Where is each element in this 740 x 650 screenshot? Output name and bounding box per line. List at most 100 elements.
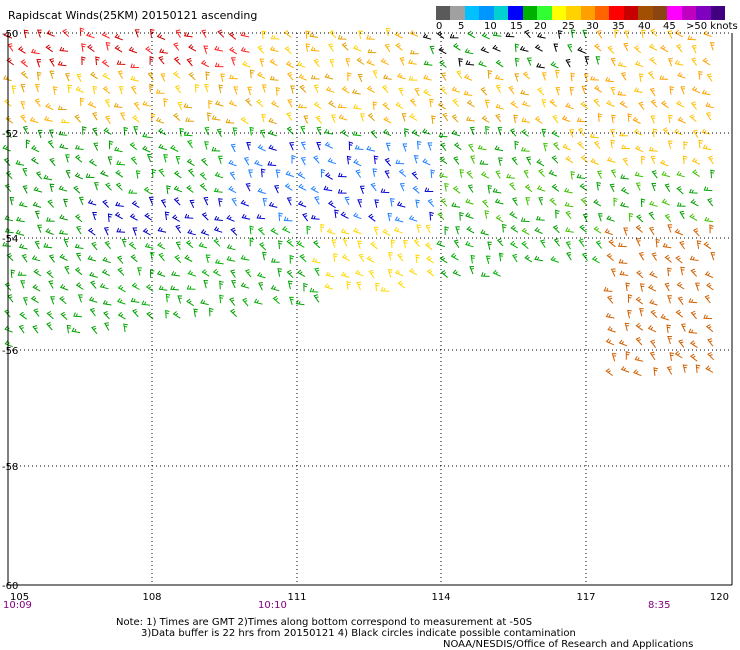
wind-barb xyxy=(383,116,392,124)
wind-barb xyxy=(341,42,349,51)
wind-barb xyxy=(116,60,126,65)
wind-barb xyxy=(636,270,644,279)
wind-barb xyxy=(171,271,180,277)
wind-barb xyxy=(467,184,474,193)
wind-barb xyxy=(128,46,138,54)
wind-barb xyxy=(268,144,277,151)
wind-barb xyxy=(274,185,279,194)
wind-barb xyxy=(65,169,71,179)
wind-barb xyxy=(485,125,490,135)
wind-barb xyxy=(680,266,685,276)
wind-barb xyxy=(149,83,154,93)
wind-barbs xyxy=(2,27,716,377)
wind-barb xyxy=(459,211,464,221)
wind-barb xyxy=(649,339,657,349)
wind-barb xyxy=(117,312,126,320)
wind-barb xyxy=(310,46,320,52)
wind-barb xyxy=(667,140,673,149)
wind-barb xyxy=(100,170,109,177)
wind-barb xyxy=(510,100,519,109)
wind-barb xyxy=(634,171,644,178)
wind-barb xyxy=(11,85,17,94)
wind-barb xyxy=(214,215,223,221)
wind-barb xyxy=(399,183,405,192)
wind-barb xyxy=(289,142,294,151)
wind-barb xyxy=(506,173,515,179)
wind-barb xyxy=(314,267,320,277)
wind-barb xyxy=(595,240,603,249)
wind-barb xyxy=(337,172,347,178)
wind-barb xyxy=(635,224,643,233)
wind-barb xyxy=(689,255,699,261)
wind-barb xyxy=(387,212,393,222)
wind-barb xyxy=(115,182,123,191)
wind-barb xyxy=(63,238,69,248)
wind-barb xyxy=(36,59,41,68)
wind-barb xyxy=(549,197,557,206)
wind-barb xyxy=(456,70,463,79)
wind-barb xyxy=(415,254,421,263)
wind-barb xyxy=(408,59,417,65)
legend-label: 20 xyxy=(534,21,547,32)
wind-barb xyxy=(498,252,504,262)
wind-barb xyxy=(32,201,42,208)
wind-barb xyxy=(352,212,362,220)
wind-barb xyxy=(677,116,686,124)
wind-barb xyxy=(710,169,715,179)
wind-barb xyxy=(3,75,12,82)
wind-barb xyxy=(354,144,364,150)
wind-barb xyxy=(702,57,711,66)
wind-barb xyxy=(359,113,365,122)
wind-barb xyxy=(31,145,40,153)
wind-barb xyxy=(177,101,183,111)
wind-barb xyxy=(402,143,408,152)
wind-barb xyxy=(347,72,352,81)
wind-barb xyxy=(661,198,670,206)
wind-barb xyxy=(691,86,701,94)
wind-barb xyxy=(261,114,266,123)
wind-barb xyxy=(549,99,557,108)
wind-barb xyxy=(297,200,307,208)
wind-barb xyxy=(74,267,83,276)
wind-barb xyxy=(620,201,629,208)
legend-swatch xyxy=(479,6,494,20)
wind-barb xyxy=(565,227,574,233)
wind-barb xyxy=(262,251,267,261)
wind-barb xyxy=(409,113,418,121)
wind-barb xyxy=(285,60,294,69)
wind-barb xyxy=(634,355,644,362)
wind-barb xyxy=(92,212,97,221)
wind-barb xyxy=(635,238,641,247)
wind-barb xyxy=(564,201,574,208)
wind-barb xyxy=(272,295,280,304)
wind-barb xyxy=(605,76,614,83)
wind-barb xyxy=(541,99,547,108)
wind-barb xyxy=(141,300,151,306)
wind-barb xyxy=(551,183,560,192)
wind-barb xyxy=(469,266,475,275)
wind-barb xyxy=(186,298,195,307)
wind-barb xyxy=(358,253,365,262)
wind-barb xyxy=(45,217,55,222)
wind-barb xyxy=(664,282,670,292)
wind-barb xyxy=(259,242,267,251)
wind-barb xyxy=(285,170,295,178)
legend-label: 30 xyxy=(586,21,599,32)
wind-barb xyxy=(66,324,72,334)
wind-barb xyxy=(426,255,434,264)
wind-barb xyxy=(606,295,614,304)
wind-barb xyxy=(521,128,529,137)
wind-barb xyxy=(704,271,714,279)
wind-barb xyxy=(269,75,279,81)
wind-barb xyxy=(605,368,613,377)
wind-barb xyxy=(204,141,209,150)
wind-barb xyxy=(469,126,475,136)
wind-barb xyxy=(691,45,697,54)
wind-barb xyxy=(277,268,283,277)
wind-barb xyxy=(43,242,53,249)
wind-barb xyxy=(702,144,712,151)
wind-barb xyxy=(660,314,669,321)
wind-barb xyxy=(610,86,616,96)
wind-barb xyxy=(320,168,326,178)
wind-barb xyxy=(158,252,165,262)
